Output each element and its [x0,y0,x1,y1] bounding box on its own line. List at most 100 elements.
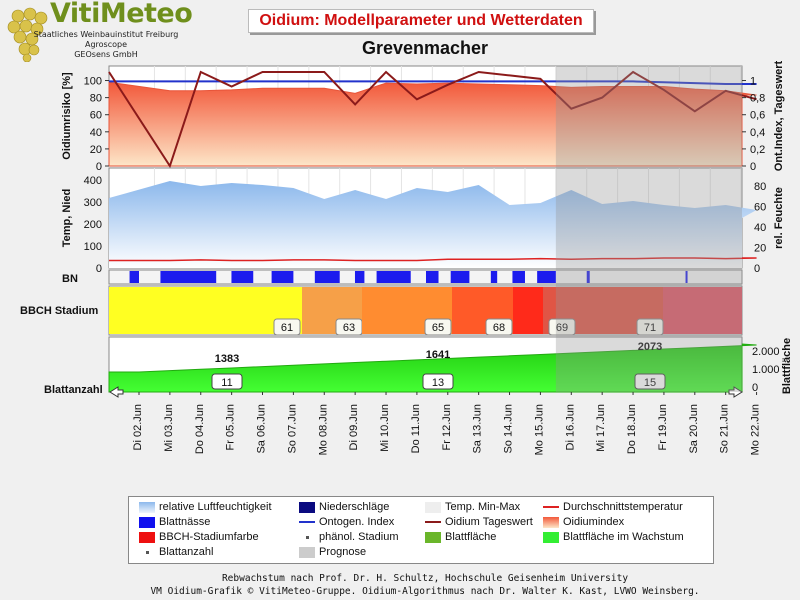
chart-title: Oidium: Modellparameter und Wetterdaten [248,9,594,33]
blattnaesse-bar [354,271,365,283]
bbch-stage-label: 69 [556,322,568,334]
x-tick-date: Di 09.Jun [348,404,360,450]
grape-icon [7,7,48,62]
logo-line-agroscope: Agroscope [84,40,128,49]
y-tick-feuchte: 0 [754,263,760,275]
legend-swatch [299,546,315,558]
footer-credit-algorithm: VM Oidium-Grafik © VitiMeteo-Gruppe. Oid… [150,586,700,597]
y-tick-temp: 400 [84,175,102,187]
y-axis-label-blattflaeche: Blattfläche [781,338,793,394]
blattanzahl-badge [634,373,666,390]
prognose-overlay [555,66,742,392]
x-tick-date: Do 11.Jun [410,404,422,453]
x-tick-date: Fr 19.Jun [657,404,669,450]
x-tick-date: Fr 12.Jun [441,404,453,450]
legend-item: relative Luftfeuchtigkeit [139,500,272,514]
blattflaeche-value: 2073 [638,341,662,353]
bbch-stage-badge [548,318,576,336]
bbch-stage-badge [273,318,301,336]
legend-label: Temp. Min-Max [445,501,521,513]
y-axis-label-rel-feuchte: rel. Feuchte [773,187,785,249]
legend-swatch [299,521,315,524]
legend-label: Blattnässe [159,516,211,528]
x-tick-date: Do 18.Jun [626,404,638,454]
logo-line-institute: Staatliches Weinbauinstitut Freiburg [33,30,179,39]
x-tick-date: Mo 08.Jun [317,404,329,455]
legend-swatch [139,531,155,543]
location-name: Grevenmacher [361,38,489,58]
y-tick-temp: 0 [96,263,102,275]
blattflaeche-value: 1641 [426,349,450,361]
y-axis-label-oidiumrisiko: Oidiumrisiko [%] [61,72,73,160]
bbch-stage-label: 65 [432,322,444,334]
logo-line-geosens: GEOsens GmbH [74,50,138,59]
y-tick-feuchte: 40 [754,222,766,234]
y-tick-oidium: 40 [90,127,102,139]
legend-label: Blattanzahl [159,546,214,558]
blattnaesse-bar [685,271,688,283]
legend-item: Blattanzahl [139,545,213,559]
x-tick-date: Mi 17.Jun [595,404,607,452]
legend-label: BBCH-Stadiumfarbe [159,531,259,543]
x-tick-date: So 21.Jun [719,404,731,454]
y-tick-oidium: 20 [90,144,102,156]
legend-label: Blattfläche [445,531,497,543]
blattnaesse-bar [160,271,217,283]
x-tick-date: Mi 03.Jun [163,404,175,452]
scroll-left-icon [109,386,124,398]
legend-label: Niederschläge [319,501,390,513]
blattnaesse-bar [271,271,294,283]
durchschnittstemperatur-line [109,257,757,262]
x-tick-date: Di 02.Jun [132,404,144,450]
bbch-stage-band [663,287,742,334]
legend-item: Temp. Min-Max [425,500,520,514]
x-tick-date: Sa 06.Jun [256,404,268,454]
blattanzahl-badge [211,373,243,390]
bn-label: BN [62,273,78,285]
blattflaeche-value: 1383 [215,353,239,365]
legend-swatch [425,531,441,543]
legend-item: Prognose [299,545,366,559]
legend-swatch [425,521,441,524]
legend-swatch [306,535,309,539]
y-tick-ontogen: 0,6 [750,110,765,122]
legend-swatch [139,501,155,513]
y-tick-ontogen: 0,2 [750,144,765,156]
x-tick-date: Mo 15.Jun [533,404,545,455]
blattanzahl-badge [422,373,454,390]
legend-label: Durchschnittstemperatur [563,501,683,513]
blattanzahl-value: 15 [644,377,656,389]
y-tick-oidium: 80 [90,93,102,105]
blattnaesse-bar [129,271,139,283]
y-axis-label-temp-nied: Temp, Nied [61,189,73,247]
logo-title: VitiMeteo [50,0,193,29]
bbch-stage-label: 71 [644,322,656,334]
footer-credit-growth: Rebwachstum nach Prof. Dr. H. Schultz, H… [221,573,629,584]
bbch-stage-badge [636,318,664,336]
bbch-stage-badge [424,318,452,336]
legend-item: Niederschläge [299,500,389,514]
blattnaesse-bar [537,271,556,283]
x-tick-date: Sa 20.Jun [688,404,700,454]
y-tick-blattflaeche: 0 [752,382,758,394]
x-tick-date: Fr 05.Jun [225,404,237,450]
x-tick-date: So 14.Jun [503,404,515,454]
y-tick-temp: 200 [84,219,102,231]
y-tick-oidium: 60 [90,110,102,122]
y-tick-ontogen: 0,8 [750,93,765,105]
blattnaesse-bar [490,271,498,283]
legend-swatch [299,501,315,513]
bbch-stage-label: 61 [281,322,293,334]
legend-swatch [543,506,559,509]
rel-feuchte-area [109,181,757,268]
blattnaesse-bar [512,271,525,283]
y-tick-oidium: 100 [84,76,102,88]
y-tick-ontogen: 0,4 [750,127,765,139]
x-tick-date: Do 04.Jun [194,404,206,454]
x-tick-date: Di 16.Jun [564,404,576,450]
blattnaesse-bar [231,271,254,283]
blattnaesse-bar [586,271,590,283]
legend-item: Blattnässe [139,515,210,529]
legend-swatch [425,501,441,513]
